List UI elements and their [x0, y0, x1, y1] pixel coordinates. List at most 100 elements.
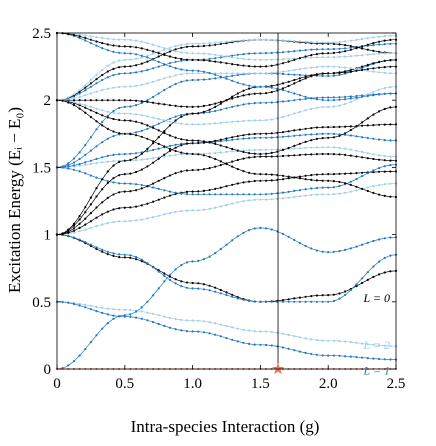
- data-point: [191, 287, 194, 290]
- data-point: [129, 158, 132, 161]
- data-point: [152, 142, 155, 145]
- data-point: [270, 300, 273, 303]
- data-point: [287, 190, 290, 193]
- data-point: [163, 189, 166, 192]
- data-point: [361, 65, 364, 68]
- data-point: [202, 123, 205, 126]
- data-point: [372, 90, 375, 93]
- data-point: [152, 312, 155, 315]
- data-point: [78, 218, 81, 221]
- data-point: [310, 247, 313, 250]
- data-point: [197, 190, 200, 193]
- data-point: [315, 193, 318, 196]
- data-point: [174, 67, 177, 70]
- data-point: [214, 151, 217, 155]
- data-point: [180, 105, 183, 108]
- data-point: [327, 96, 330, 99]
- data-point: [366, 68, 369, 71]
- data-point: [84, 106, 87, 109]
- data-point: [372, 169, 375, 172]
- data-point: [338, 71, 341, 74]
- data-point: [106, 116, 109, 119]
- data-point: [338, 98, 341, 101]
- data-point: [163, 196, 166, 199]
- data-point: [248, 137, 251, 140]
- data-point: [118, 72, 121, 75]
- data-point: [101, 78, 104, 82]
- data-point: [123, 253, 126, 256]
- data-point: [231, 165, 234, 168]
- data-point: [383, 271, 386, 274]
- data-point: [332, 173, 335, 176]
- data-point: [298, 110, 301, 113]
- data-point: [372, 185, 375, 188]
- data-point: [72, 224, 76, 227]
- data-point: [304, 77, 307, 80]
- data-point: [106, 196, 109, 199]
- data-point: [202, 59, 205, 62]
- data-point: [383, 39, 386, 42]
- data-point: [191, 52, 194, 55]
- data-point: [293, 176, 296, 179]
- data-point: [361, 187, 364, 190]
- data-point: [118, 174, 121, 177]
- data-point: [321, 354, 324, 357]
- data-point: [129, 105, 132, 108]
- data-point: [152, 67, 155, 70]
- data-point: [140, 184, 143, 187]
- data-point: [349, 100, 352, 103]
- data-point: [259, 92, 262, 95]
- data-point: [129, 112, 132, 115]
- data-point: [338, 134, 341, 137]
- y-tick-label: 2: [44, 93, 52, 109]
- data-point: [208, 42, 211, 45]
- data-point: [129, 38, 132, 42]
- data-point: [152, 50, 155, 53]
- data-point: [355, 98, 358, 101]
- data-point: [67, 167, 70, 170]
- data-point: [67, 162, 70, 165]
- data-point: [355, 68, 358, 71]
- data-point: [146, 124, 149, 127]
- data-point: [208, 108, 211, 111]
- series-points-21: [55, 99, 398, 199]
- data-point: [281, 299, 285, 302]
- data-point: [106, 64, 109, 67]
- data-point: [361, 150, 364, 153]
- x-tick-label: 0.5: [115, 376, 134, 392]
- data-point: [84, 94, 87, 97]
- data-point: [123, 220, 126, 223]
- data-point: [163, 47, 166, 50]
- data-point: [78, 302, 81, 305]
- data-point: [298, 242, 301, 245]
- data-point: [157, 60, 160, 64]
- data-point: [208, 103, 211, 107]
- data-point: [208, 167, 211, 170]
- data-point: [84, 217, 87, 220]
- data-point: [293, 189, 296, 192]
- data-point: [304, 295, 307, 298]
- data-point: [242, 57, 245, 61]
- data-point: [265, 343, 268, 347]
- data-point: [140, 310, 143, 313]
- data-point: [219, 54, 222, 57]
- data-point: [332, 354, 335, 357]
- data-point: [281, 197, 285, 200]
- data-point: [135, 53, 138, 56]
- data-point: [287, 235, 290, 238]
- data-point: [118, 51, 121, 54]
- data-point: [84, 306, 87, 309]
- data-point: [208, 78, 211, 81]
- data-point: [242, 89, 245, 92]
- data-point: [304, 244, 307, 248]
- data-point: [253, 85, 256, 88]
- data-point: [191, 42, 194, 45]
- data-point: [259, 136, 262, 139]
- data-point: [174, 60, 177, 63]
- data-point: [152, 116, 155, 119]
- data-point: [180, 329, 183, 332]
- data-point: [259, 155, 262, 158]
- data-point: [202, 154, 205, 157]
- data-point: [106, 43, 109, 46]
- data-point: [389, 42, 392, 45]
